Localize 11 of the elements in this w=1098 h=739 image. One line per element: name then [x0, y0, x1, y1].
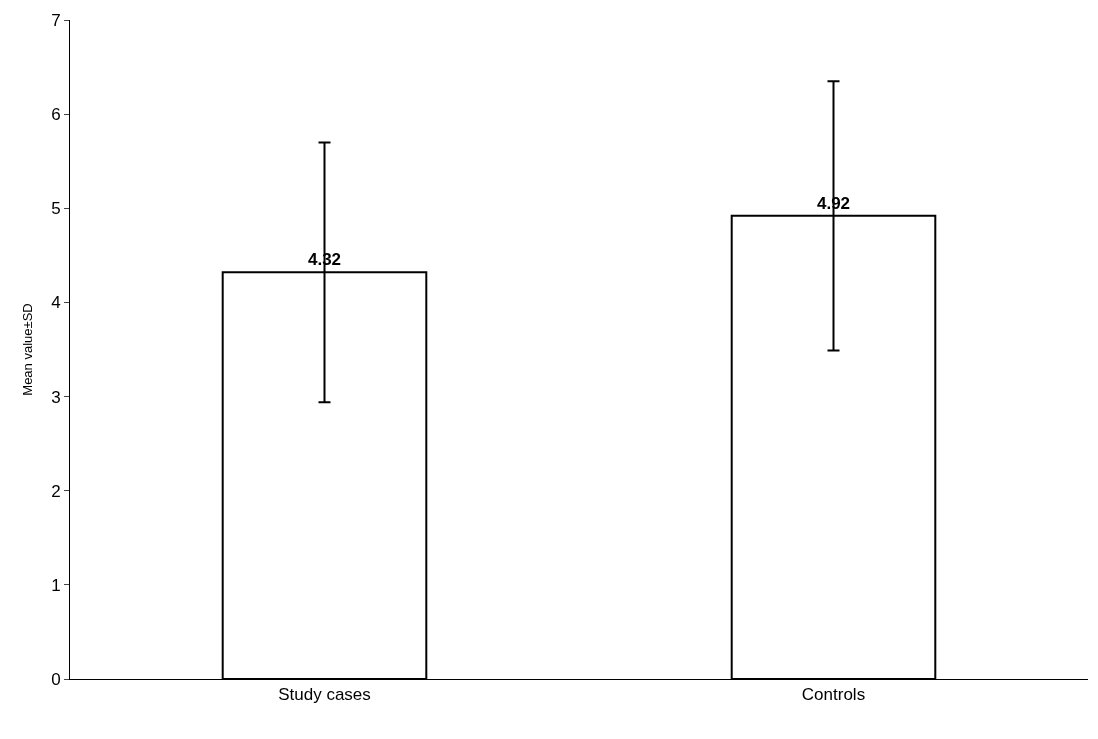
y-tick-label: 6 [51, 105, 61, 125]
y-tick-label: 5 [51, 199, 61, 219]
x-tick-label: Study cases [278, 685, 371, 705]
y-tick-label: 3 [51, 387, 61, 407]
y-axis-title: Mean value±SD [20, 303, 36, 396]
y-tick-label: 1 [51, 575, 61, 595]
y-tick-label: 4 [51, 293, 61, 313]
y-tick-label: 0 [51, 669, 61, 689]
y-tick-label: 7 [51, 10, 61, 30]
y-tick-label: 2 [51, 481, 61, 501]
x-tick-label: Controls [801, 685, 866, 705]
